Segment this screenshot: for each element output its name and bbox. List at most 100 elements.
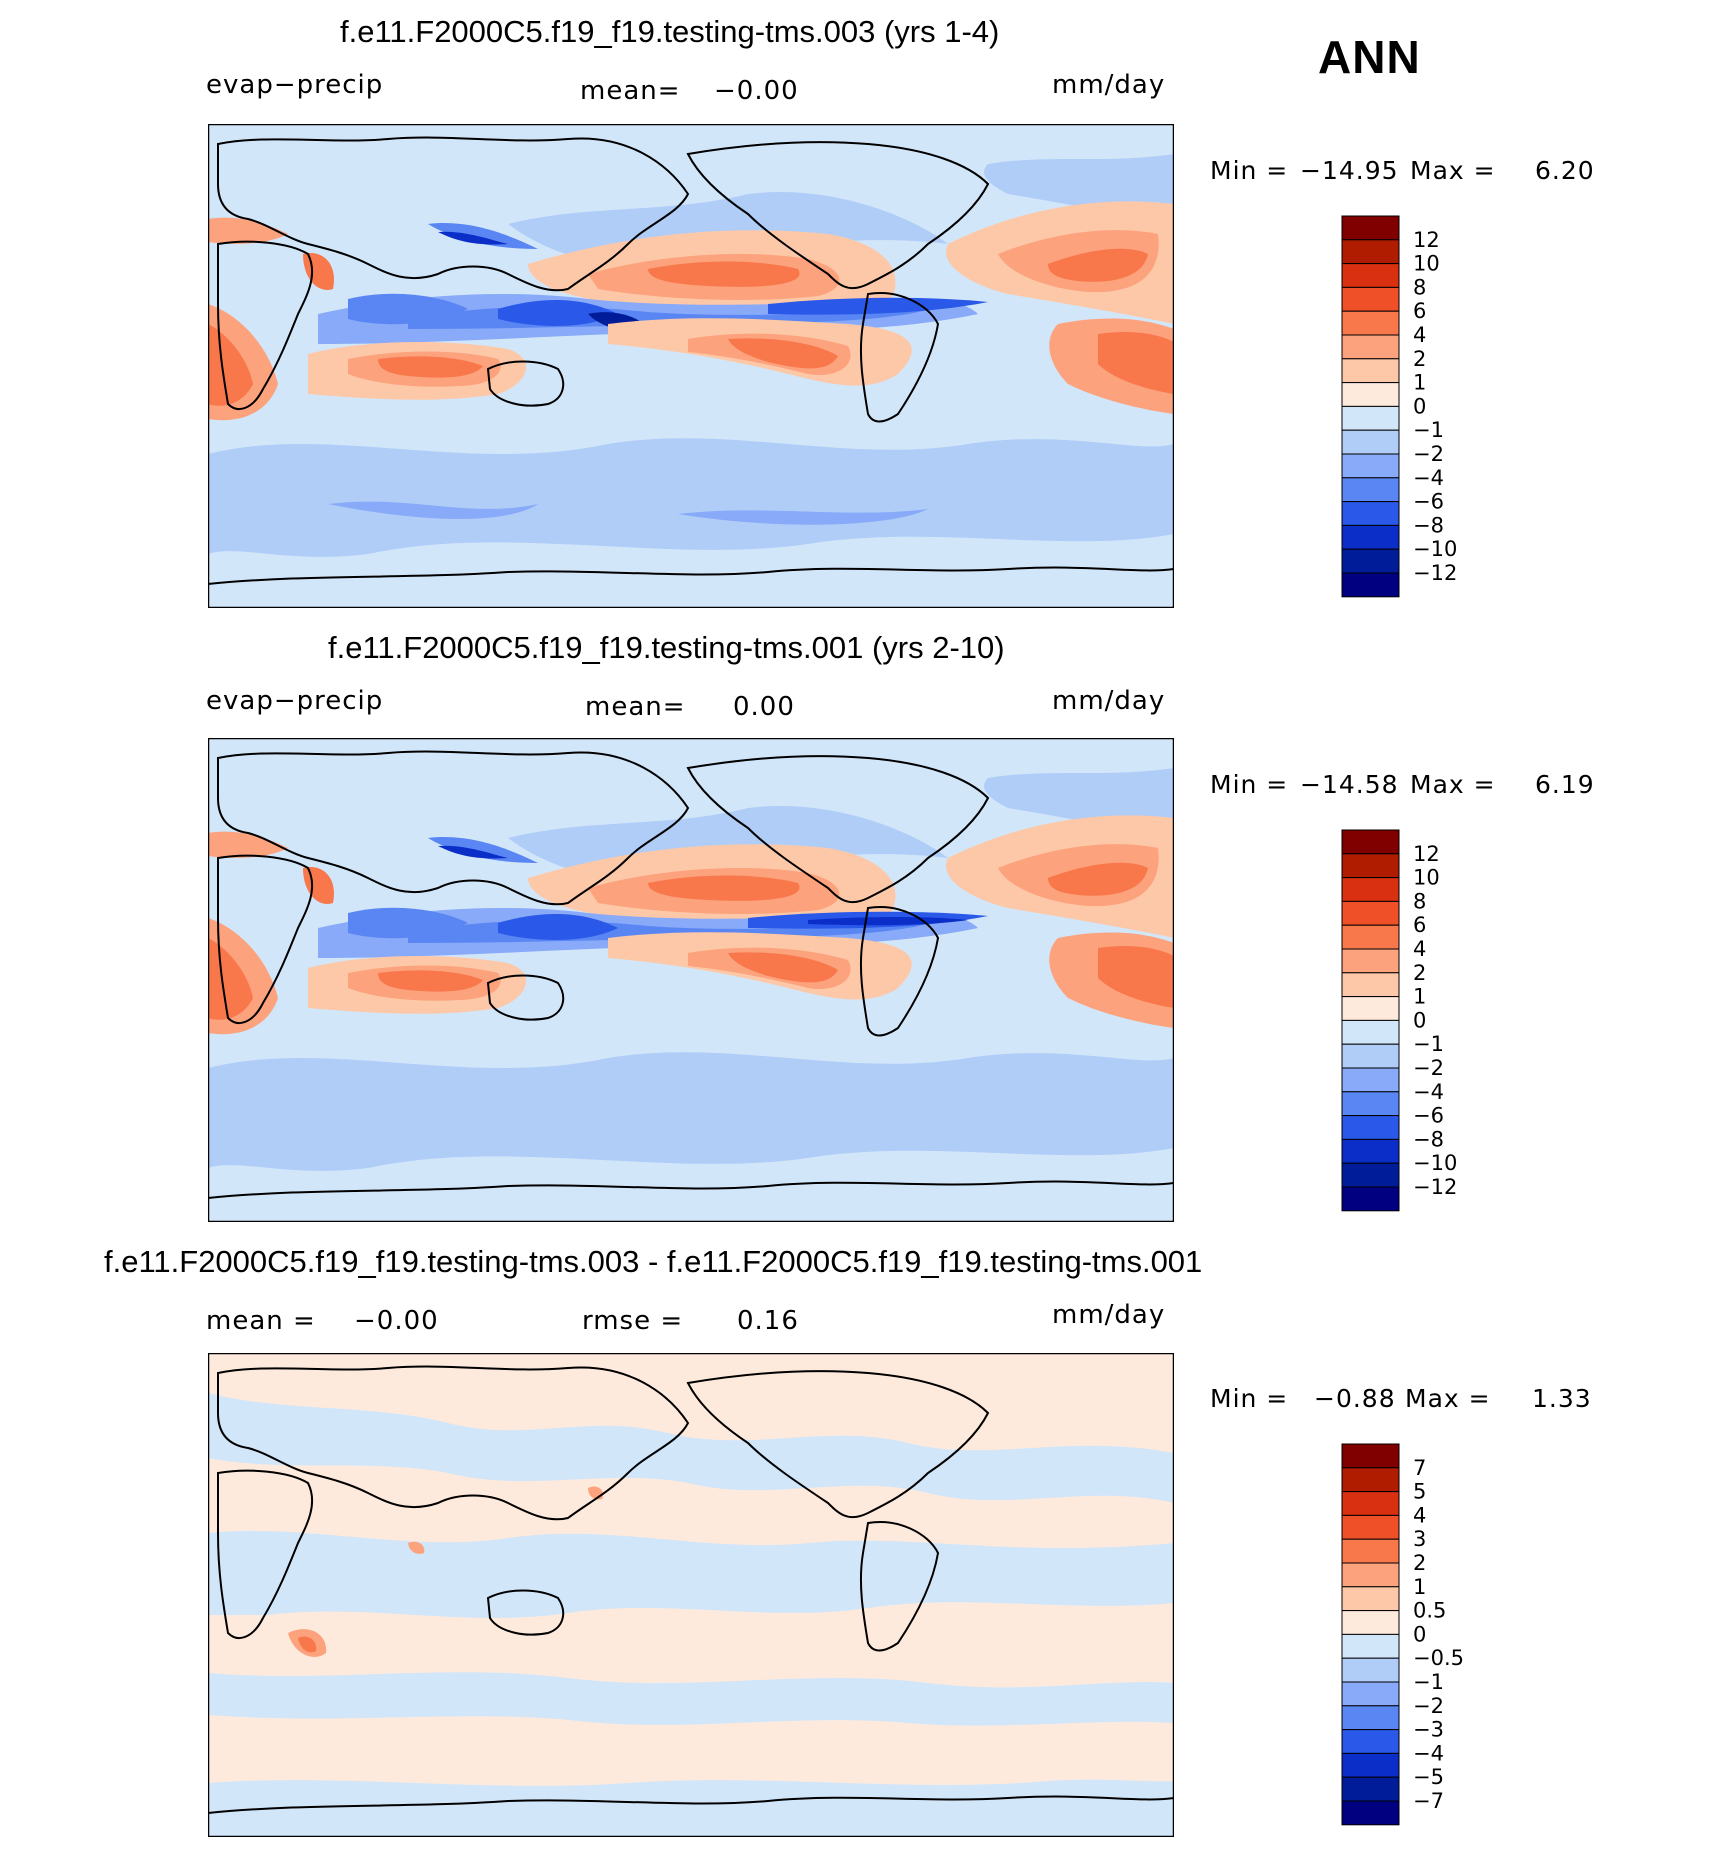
- colorbar-box: [1341, 334, 1400, 360]
- colorbar-box: [1341, 358, 1400, 384]
- colorbar-tick-label: −6: [1413, 1104, 1444, 1128]
- panel3-units: mm/day: [1052, 1300, 1166, 1330]
- colorbar-tick-label: −0.5: [1413, 1646, 1464, 1670]
- panel3-min-value: −0.88: [1314, 1384, 1396, 1413]
- colorbar-box: [1341, 877, 1400, 902]
- colorbar-tick-label: 1: [1413, 371, 1426, 395]
- colorbar-box: [1341, 972, 1400, 998]
- colorbar-box: [1341, 1752, 1400, 1778]
- colorbar-tick-label: −12: [1413, 561, 1457, 585]
- colorbar-box: [1341, 263, 1400, 288]
- colorbar-box: [1341, 996, 1400, 1021]
- colorbar-tick-label: 0.5: [1413, 1599, 1446, 1623]
- colorbar-tick-label: 0: [1413, 394, 1426, 418]
- panel1-title: f.e11.F2000C5.f19_f19.testing-tms.003 (y…: [340, 14, 1000, 49]
- panel3-min-label: Min =: [1210, 1384, 1289, 1413]
- colorbar-tick-label: 5: [1413, 1480, 1426, 1504]
- colorbar-box: [1341, 1610, 1400, 1635]
- panel1-max-value: 6.20: [1535, 156, 1595, 185]
- colorbar-tick-label: −1: [1413, 1032, 1444, 1056]
- colorbar-tick-label: −2: [1413, 1694, 1444, 1718]
- colorbar-tick-label: 2: [1413, 347, 1426, 371]
- colorbar-box: [1341, 1115, 1400, 1140]
- colorbar-box: [1341, 1586, 1400, 1612]
- panel3-max-label: Max =: [1405, 1384, 1491, 1413]
- colorbar-box: [1341, 382, 1400, 407]
- colorbar-box: [1341, 1705, 1400, 1731]
- colorbar-tick-label: 10: [1413, 252, 1440, 276]
- colorbar-box: [1341, 239, 1400, 265]
- panel1-mean-value: −0.00: [714, 76, 799, 106]
- colorbar-tick-label: −4: [1413, 1080, 1444, 1104]
- panel2-map: [208, 738, 1174, 1222]
- colorbar-tick-label: −12: [1413, 1175, 1457, 1199]
- colorbar-box: [1341, 477, 1400, 503]
- panel2-mean-value: 0.00: [733, 692, 795, 722]
- colorbar-box: [1341, 829, 1400, 855]
- colorbar-box: [1341, 501, 1400, 526]
- colorbar-box: [1341, 1562, 1400, 1588]
- colorbar-box: [1341, 453, 1400, 479]
- colorbar-tick-label: 0: [1413, 1008, 1426, 1032]
- season-label: ANN: [1318, 31, 1421, 83]
- colorbar-box: [1341, 1514, 1400, 1540]
- panel1-units: mm/day: [1052, 70, 1166, 100]
- colorbar-box: [1341, 1681, 1400, 1707]
- colorbar-tick-label: 8: [1413, 275, 1426, 299]
- panel1-min-value: −14.95: [1300, 156, 1399, 185]
- colorbar-box: [1341, 1657, 1400, 1683]
- colorbar-tick-label: −1: [1413, 418, 1444, 442]
- panel3-rmse-label: rmse =: [582, 1306, 684, 1336]
- colorbar-box: [1341, 1729, 1400, 1754]
- panel2-units: mm/day: [1052, 686, 1166, 716]
- colorbar-tick-label: −4: [1413, 1741, 1444, 1765]
- panel2-max-value: 6.19: [1535, 770, 1595, 799]
- colorbar-tick-label: −8: [1413, 1127, 1444, 1151]
- colorbar-tick-label: −2: [1413, 1056, 1444, 1080]
- panel1-min-label: Min =: [1210, 156, 1289, 185]
- colorbar-box: [1341, 572, 1400, 598]
- panel3-mean-label: mean =: [206, 1306, 316, 1336]
- colorbar-box: [1341, 924, 1400, 950]
- colorbar-tick-label: 3: [1413, 1527, 1426, 1551]
- colorbar-tick-label: 12: [1413, 228, 1440, 252]
- colorbar-box: [1341, 1633, 1400, 1659]
- panel3-map: [208, 1353, 1174, 1837]
- colorbar-tick-label: 8: [1413, 889, 1426, 913]
- panel1-mean-label: mean=: [580, 76, 681, 106]
- colorbar-box: [1341, 1043, 1400, 1069]
- colorbar-box: [1341, 429, 1400, 455]
- colorbar-tick-label: 4: [1413, 937, 1426, 961]
- colorbar-tick-label: −5: [1413, 1765, 1444, 1789]
- colorbar-tick-label: 6: [1413, 913, 1426, 937]
- colorbar-box: [1341, 1776, 1400, 1802]
- colorbar-box: [1341, 524, 1400, 550]
- panel2-variable: evap−precip: [206, 686, 384, 716]
- colorbar-box: [1341, 1162, 1400, 1188]
- colorbar-box: [1341, 948, 1400, 974]
- panel2-mean-label: mean=: [585, 692, 686, 722]
- colorbar-tick-label: −3: [1413, 1718, 1444, 1742]
- panel2-min-value: −14.58: [1300, 770, 1399, 799]
- colorbar-box: [1341, 1538, 1400, 1564]
- panel1-map: [208, 124, 1174, 608]
- panel2-min-label: Min =: [1210, 770, 1289, 799]
- colorbar-box: [1341, 310, 1400, 336]
- colorbar-tick-label: 2: [1413, 961, 1426, 985]
- colorbar-tick-label: 2: [1413, 1551, 1426, 1575]
- colorbar-tick-label: 4: [1413, 323, 1426, 347]
- panel2-title: f.e11.F2000C5.f19_f19.testing-tms.001 (y…: [328, 630, 1005, 665]
- colorbar-tick-label: −10: [1413, 1151, 1457, 1175]
- colorbar-tick-label: −4: [1413, 466, 1444, 490]
- panel1-variable: evap−precip: [206, 70, 384, 100]
- colorbar-tick-label: 6: [1413, 299, 1426, 323]
- colorbar-box: [1341, 1800, 1400, 1826]
- panel3-mean-value: −0.00: [354, 1306, 439, 1336]
- colorbar-box: [1341, 1138, 1400, 1164]
- panel3-max-value: 1.33: [1532, 1384, 1592, 1413]
- colorbar-box: [1341, 215, 1400, 241]
- colorbar-tick-label: 1: [1413, 985, 1426, 1009]
